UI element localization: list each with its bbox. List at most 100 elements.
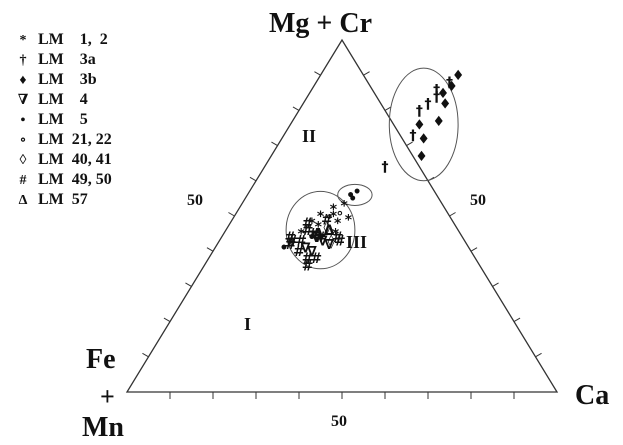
field-label-II: II	[302, 126, 317, 146]
legend-item: ∇ LM 4	[8, 90, 112, 110]
data-point-0-6: *	[332, 227, 340, 243]
data-point-7-2: #	[287, 234, 299, 250]
data-point-0-1: *	[315, 220, 323, 236]
vertex-label-top: Mg + Cr	[269, 8, 373, 39]
field-ellipse-III	[388, 67, 459, 182]
legend-symbol: #	[19, 173, 27, 188]
data-point-8-0: Δ	[313, 227, 324, 243]
legend-label: LM 1, 2	[38, 31, 108, 48]
tick-right-1	[535, 352, 542, 358]
data-point-2-1: ♦	[445, 79, 458, 95]
edge-ticks	[142, 71, 542, 399]
tick-right-2	[513, 317, 521, 323]
data-point-2-2: ♦	[439, 96, 452, 112]
tick-left-5	[228, 212, 235, 217]
data-point-7-4: #	[308, 227, 320, 243]
data-point-1-6: †	[433, 89, 440, 105]
vertex-label-left-line2: +	[100, 382, 115, 411]
legend-symbol: †	[19, 53, 27, 68]
data-point-3-3: ∇	[324, 237, 334, 253]
data-point-3-1: ∇	[307, 244, 317, 260]
data-point-2-4: ♦	[415, 149, 428, 165]
data-point-7-0: #	[302, 216, 314, 232]
data-point-4-1: •	[353, 184, 362, 200]
data-point-1-5: †	[433, 82, 440, 98]
vertex-label-left-line3: Mn	[82, 412, 124, 443]
legend-item: * LM 1, 2	[8, 30, 112, 50]
data-point-7-5: #	[295, 234, 307, 250]
data-point-0-9: *	[345, 213, 353, 229]
legend-label: LM 21, 22	[38, 131, 112, 148]
legend-label: LM 5	[38, 111, 88, 128]
legend-item: # LM 49, 50	[8, 170, 112, 190]
data-point-7-14: #	[293, 244, 305, 260]
legend-symbol: *	[19, 33, 27, 48]
legend-symbol: ♦	[19, 73, 27, 88]
legend-item: † LM 3a	[8, 50, 112, 70]
legend: * LM 1, 2 † LM 3a ♦ LM 3b ∇ LM 4 • LM 5 ∘ LM 21, 22…	[8, 30, 112, 210]
data-point-0-0: *	[308, 216, 316, 232]
field-ellipse-I	[285, 190, 356, 270]
legend-item: ♦ LM 3b	[8, 70, 112, 90]
data-point-1-4: †	[382, 160, 389, 176]
tick-label-left-50: 50	[187, 192, 203, 209]
tick-right-4	[470, 247, 478, 252]
tick-left-2	[163, 317, 171, 323]
data-point-5-0: ∘	[335, 205, 344, 221]
tick-left-1	[142, 352, 149, 358]
data-point-4-4: •	[307, 230, 316, 246]
data-points: * *********†††††††♦♦♦♦♦♦♦♦∇∇∇∇∇•••••∘∘◊◊#…	[279, 68, 464, 274]
data-point-2-6: ♦	[417, 132, 430, 148]
data-point-4-3: •	[279, 241, 288, 257]
legend-label: LM 40, 41	[38, 151, 112, 168]
tick-right-3	[492, 282, 499, 287]
data-point-3-2: ∇	[318, 234, 328, 250]
data-point-0-5: *	[340, 198, 348, 214]
field-label-I: I	[244, 314, 252, 334]
legend-label: LM 3a	[38, 51, 96, 68]
data-point-7-6: #	[302, 251, 314, 267]
legend-label: LM 4	[38, 91, 88, 108]
data-point-0-2: *	[330, 209, 338, 225]
field-label-III: III	[346, 232, 368, 252]
vertex-label-left-line1: Fe	[86, 344, 116, 375]
legend-symbol: ◊	[19, 153, 27, 168]
legend-label: LM 57	[38, 191, 88, 208]
tick-left-8	[292, 106, 300, 111]
vertex-label-right: Ca	[575, 380, 610, 411]
field-ellipses	[285, 67, 459, 270]
legend-item: ◊ LM 40, 41	[8, 150, 112, 170]
data-point-4-0: •	[346, 188, 355, 204]
tick-left-6	[249, 176, 257, 182]
data-point-7-13: #	[315, 230, 327, 246]
data-point-6-0: ◊	[328, 234, 335, 250]
data-point-3-4: ∇	[311, 230, 321, 246]
tick-left-7	[271, 141, 278, 147]
tick-right-9	[363, 71, 370, 76]
tick-label-right-50: 50	[470, 192, 486, 209]
field-ellipse-II	[337, 183, 373, 206]
data-point-7-10: #	[334, 234, 346, 250]
legend-item: • LM 5	[8, 110, 112, 130]
data-point-0-7: *	[297, 227, 305, 243]
legend-label: LM 49, 50	[38, 171, 112, 188]
data-point-0-3: *	[334, 216, 342, 232]
legend-symbol: ∇	[17, 93, 29, 108]
data-point-2-5: ♦	[413, 117, 426, 133]
data-point-1-3: †	[409, 128, 416, 144]
data-point-7-7: #	[302, 258, 314, 274]
data-point-7-9: #	[332, 230, 344, 246]
data-point-1-2: †	[416, 103, 423, 119]
legend-item: ∘ LM 21, 22	[8, 130, 112, 150]
data-point-8-1: Δ	[324, 223, 335, 239]
tick-right-7	[406, 141, 413, 147]
data-point-3-0: ∇	[301, 241, 311, 257]
data-point-7-8: #	[310, 251, 322, 267]
data-point-7-3: #	[302, 223, 314, 239]
tick-left-4	[206, 247, 214, 252]
data-point-0-8: *	[330, 202, 338, 218]
data-point-7-12: #	[285, 237, 297, 253]
tick-left-9	[314, 71, 321, 76]
data-point-5-1: ∘	[325, 209, 334, 225]
